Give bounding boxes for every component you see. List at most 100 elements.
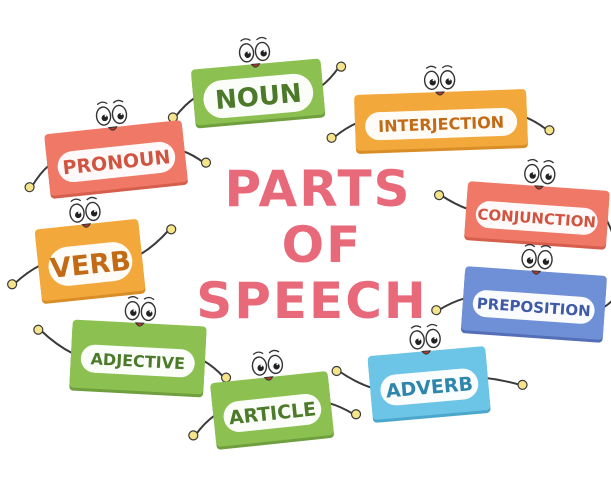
right-arm [485,377,521,386]
card-interjection-face [423,65,456,96]
left-hand [24,182,35,193]
card-noun-face [238,36,271,68]
left-brow [252,351,264,356]
card-verb-face [69,196,101,228]
card-pronoun-face [95,99,128,131]
eye-highlight [93,210,96,213]
eye-highlight [418,338,421,341]
card-preposition-label-pill [472,290,595,324]
right-brow [143,296,155,301]
mouth [263,376,274,381]
left-hand [188,430,199,441]
left-hand [7,279,18,290]
card-adjective: ADJECTIVE [33,296,232,398]
right-arm [328,402,355,416]
card-adverb-label-pill [380,368,479,406]
title-group: PARTS OF SPEECH [196,160,428,330]
mouth [107,126,118,131]
card-article-face [251,349,284,381]
right-brow [112,99,124,104]
eye-highlight [530,257,533,260]
right-hand [220,372,232,383]
mouth [435,91,445,96]
card-adverb-arms [331,365,528,390]
card-verb: VERB [7,196,177,304]
left-brow [425,65,437,69]
eye-highlight [120,113,123,116]
card-noun: NOUN [167,36,347,129]
left-arm [332,122,358,139]
eye-highlight [133,309,136,312]
card-verb-label-pill [48,242,133,286]
left-arm [13,264,41,285]
right-arm [139,228,171,256]
cards-layer: NOUN INTERJECTION PRONOUN CONJUNCTION VERB PR… [7,36,611,450]
right-brow [540,245,552,249]
card-adjective-label: ADJECTIVE [90,349,185,373]
card-conjunction-face [524,158,556,190]
left-brow [527,158,539,163]
eye-highlight [149,310,152,313]
left-brow [524,243,536,248]
left-brow [96,101,108,106]
card-conjunction-label-pill [475,201,598,235]
eye-highlight [78,211,81,214]
card-conjunction: CONJUNCTION [433,158,611,250]
card-pronoun: PRONOUN [24,99,212,199]
card-pronoun-label-pill [57,141,176,183]
left-hand [331,365,342,377]
eye-highlight [247,51,250,54]
left-brow [410,325,422,329]
card-interjection: INTERJECTION [326,65,555,154]
left-arm [437,297,466,312]
mouth [534,185,544,190]
card-adjective-face [124,296,157,327]
right-brow [256,36,267,41]
right-brow [543,160,555,164]
card-article-label-pill [223,393,322,432]
left-arm [338,370,373,389]
eye-highlight [448,78,451,81]
card-interjection-label: INTERJECTION [378,113,505,136]
right-hand [336,61,347,72]
card-article: ARTICLE [188,349,362,450]
left-brow [127,296,139,300]
title-line-speech: SPEECH [196,272,428,330]
card-noun-label-pill [203,73,314,119]
left-hand [326,132,337,143]
eye-highlight [104,114,107,117]
mouth [421,350,432,355]
right-brow [441,65,453,69]
card-adjective-label-pill [80,344,195,378]
eye-highlight [276,363,279,366]
eye-highlight [432,79,435,82]
card-adverb: ADVERB [331,323,528,423]
eye-highlight [546,258,549,261]
card-adverb-face [409,323,441,355]
left-hand [33,324,44,335]
left-hand [433,190,445,201]
right-hand [544,125,555,136]
eye-highlight [260,364,263,367]
mouth [250,63,261,68]
left-arm [39,329,74,355]
left-arm [440,194,469,211]
card-preposition: PREPOSITION [431,243,611,343]
eye-highlight [532,172,535,175]
mouth [531,270,542,275]
right-hand [517,379,528,390]
left-brow [240,38,251,42]
eye-highlight [434,337,437,340]
card-preposition-face [521,243,553,275]
title-line-of: OF [282,216,363,274]
right-brow [426,323,438,328]
left-hand [431,305,442,316]
mouth [81,223,92,228]
right-hand [200,157,212,168]
card-verb-arms [7,224,177,290]
right-brow [86,196,98,201]
card-interjection-label-pill [365,107,518,141]
right-arm [202,359,225,379]
